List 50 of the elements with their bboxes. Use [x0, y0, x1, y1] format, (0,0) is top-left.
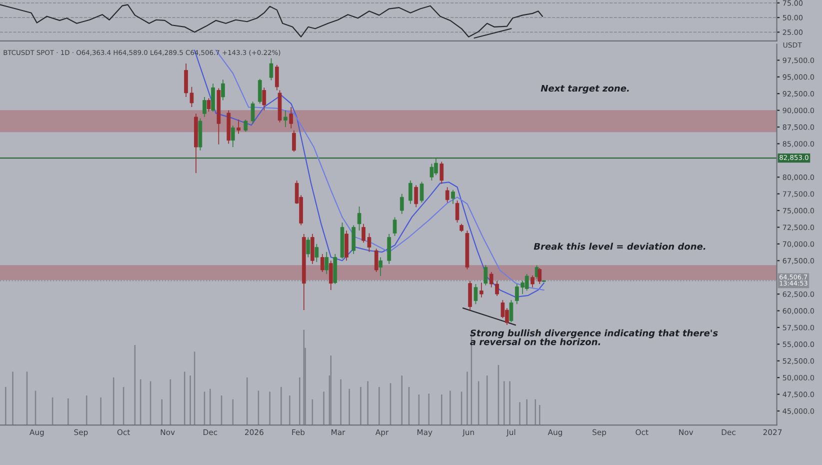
candlestick [250, 101, 255, 124]
candlestick [420, 181, 424, 203]
candlestick [400, 193, 404, 214]
candlestick [500, 300, 505, 319]
candlestick [310, 234, 314, 264]
candlestick [284, 110, 288, 128]
candlestick [408, 180, 412, 204]
candlestick [479, 282, 484, 298]
candlestick [474, 284, 478, 304]
candlestick [262, 87, 266, 111]
candlestick [414, 184, 418, 208]
candlestick [387, 234, 392, 264]
candlestick [275, 64, 279, 91]
candlestick [530, 274, 534, 288]
candlestick [538, 268, 542, 284]
candlestick [468, 280, 472, 311]
candlestick [230, 125, 235, 148]
candlestick [352, 224, 356, 254]
candlestick [440, 161, 444, 184]
candlestick [484, 264, 488, 286]
candlestick [357, 206, 362, 232]
annotation: Next target zone. [540, 84, 629, 94]
candlestick [324, 252, 329, 274]
candlestick [455, 200, 460, 223]
candlestick [344, 230, 348, 262]
line-series [0, 4, 544, 38]
candlestick [524, 274, 529, 292]
candlestick [289, 106, 294, 129]
candlestick [202, 96, 206, 118]
candlestick [328, 260, 333, 290]
candlestick [236, 119, 240, 134]
candlestick [451, 189, 455, 204]
candlestick [211, 83, 215, 112]
candlestick [258, 78, 262, 104]
annotation: Break this level = deviation done. [534, 242, 706, 250]
candlestick [509, 300, 514, 323]
candlestick [374, 248, 378, 272]
candlestick [292, 130, 296, 152]
candlestick [378, 256, 382, 276]
candlestick [314, 244, 319, 262]
candlestick [320, 254, 324, 272]
annotation: Strong bullish divergence indicating that there's a reversal on the horizon. [470, 329, 718, 346]
candlestick [445, 186, 450, 203]
candlestick [206, 98, 211, 112]
candlestick [306, 236, 310, 258]
candlestick [430, 163, 434, 181]
candlestick [392, 216, 397, 236]
candlestick [244, 119, 248, 132]
candlestick [221, 79, 225, 101]
candlestick [269, 58, 274, 81]
